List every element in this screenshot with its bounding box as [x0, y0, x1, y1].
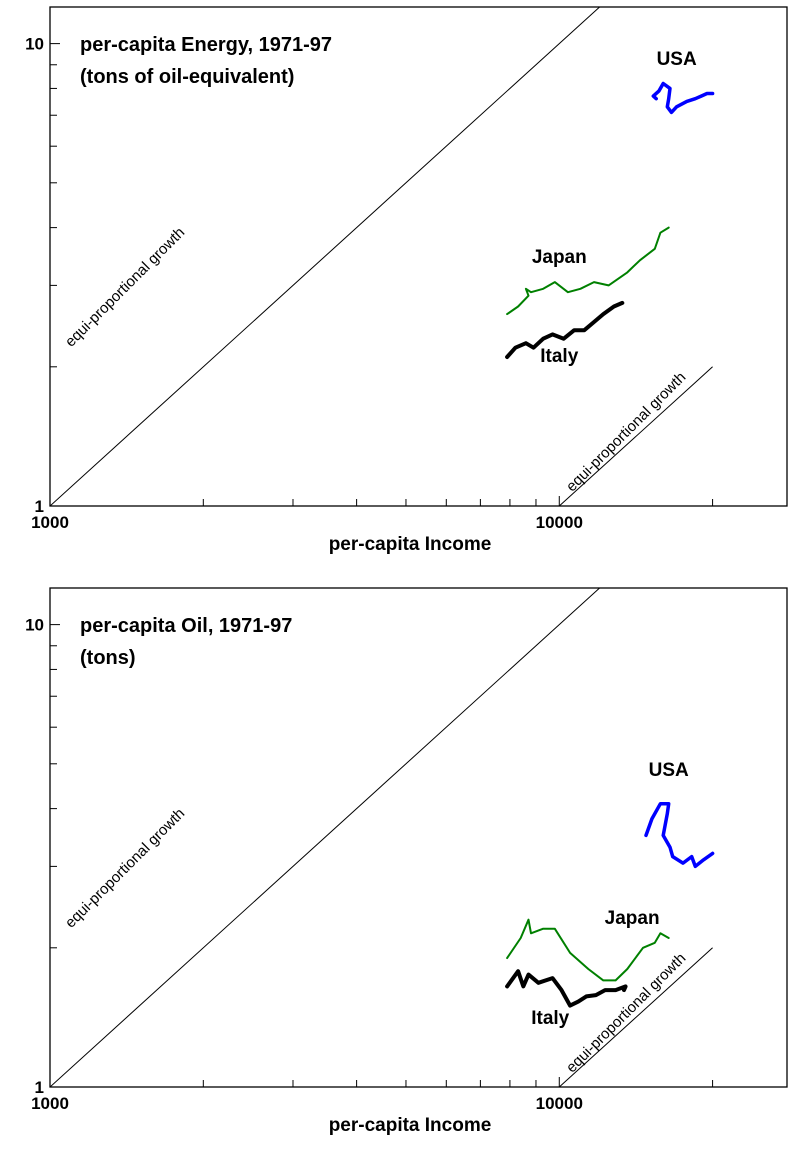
oil-chart-title: per-capita Oil, 1971-97	[80, 615, 292, 637]
oil-x-tick-label: 10000	[536, 1094, 583, 1113]
energy-series-usa	[651, 81, 715, 115]
oil-annotation-japan: Japan	[605, 908, 660, 929]
oil-series-japan	[506, 918, 670, 982]
oil-plot-frame	[49, 587, 788, 1088]
energy-chart-subtitle: (tons of oil-equivalent)	[80, 66, 294, 88]
oil-annotation-equi-proportional-growth: equi-proportional growth	[62, 805, 188, 931]
energy-annotation-japan: Japan	[532, 247, 587, 268]
oil-series-usa	[644, 801, 715, 869]
oil-annotation-italy: Italy	[531, 1008, 569, 1029]
energy-reference-line-1	[50, 7, 600, 506]
oil-y-tick-label: 10	[25, 616, 44, 635]
oil-series-italy	[505, 969, 628, 1008]
energy-annotation-equi-proportional-growth: equi-proportional growth	[62, 224, 188, 350]
energy-x-axis-label: per-capita Income	[329, 534, 492, 555]
energy-series-japan	[506, 226, 670, 316]
oil-y-tick-label: 1	[35, 1078, 44, 1097]
energy-annotation-italy: Italy	[540, 346, 578, 367]
oil-reference-line-2	[558, 947, 713, 1087]
energy-y-tick-label: 10	[25, 35, 44, 54]
oil-x-axis-label: per-capita Income	[329, 1115, 492, 1136]
energy-annotation-usa: USA	[657, 49, 697, 70]
energy-y-tick-label: 1	[35, 497, 44, 516]
energy-series-italy	[505, 300, 625, 359]
energy-chart-title: per-capita Energy, 1971-97	[80, 34, 332, 56]
energy-x-tick-label: 10000	[536, 513, 583, 532]
energy-plot-frame	[49, 6, 788, 507]
oil-reference-line-1	[50, 588, 600, 1087]
energy-reference-line-2	[558, 366, 713, 506]
energy-annotation-equi-proportional-growth: equi-proportional growth	[563, 369, 689, 495]
energy-chart-panel: 1000 10000 1 10 per-capita Income per-capita …	[25, 6, 788, 555]
oil-annotation-usa: USA	[649, 760, 689, 781]
oil-x-tick-label: 1000	[31, 1094, 69, 1113]
energy-x-tick-label: 1000	[31, 513, 69, 532]
oil-chart-subtitle: (tons)	[80, 647, 136, 669]
oil-chart-panel: 1000 10000 1 10 per-capita Income per-capita …	[25, 587, 788, 1136]
